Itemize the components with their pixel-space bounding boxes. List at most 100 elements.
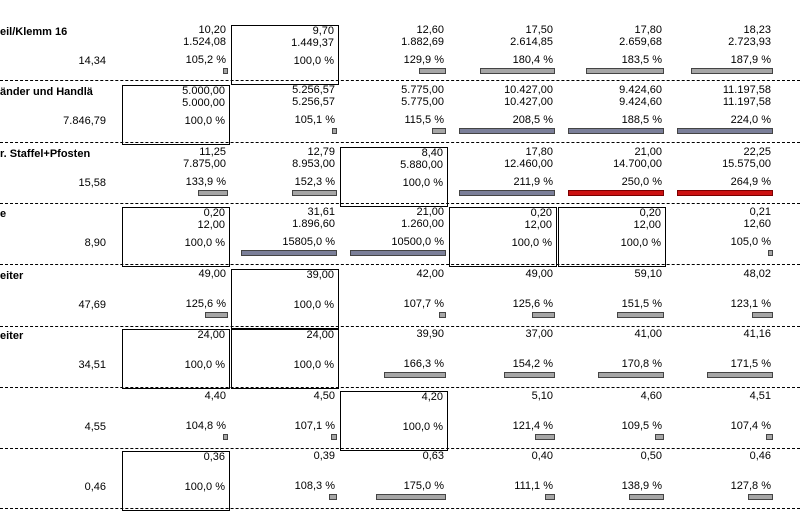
price-cell[interactable]: 21,00 1.260,00 10500,0 % (340, 206, 448, 267)
price-cell[interactable]: 18,23 2.723,93 187,9 % (667, 24, 775, 85)
price-cell[interactable]: 5.775,00 5.775,00 115,5 % (340, 84, 448, 145)
percent-value: 170,8 % (621, 358, 662, 370)
percent-value: 107,7 % (403, 298, 444, 310)
row-title: eil/Klemm 16 (0, 26, 68, 38)
percent-bar (332, 128, 337, 134)
total-price: 1.260,00 (401, 218, 444, 230)
unit-price: 0,21 (749, 206, 771, 218)
percent-bar (752, 312, 773, 318)
price-cell[interactable]: 0,50 138,9 % (558, 450, 666, 511)
price-cell[interactable]: 4,50 107,1 % (231, 390, 339, 451)
unit-price: 42,00 (416, 268, 444, 280)
percent-bar (480, 68, 555, 74)
price-cell[interactable]: 49,00 125,6 % (122, 268, 230, 329)
price-cell[interactable]: 0,46 127,8 % (667, 450, 775, 511)
price-cell[interactable]: 41,00 170,8 % (558, 328, 666, 389)
percent-value: 211,9 % (513, 176, 553, 188)
price-cell[interactable]: 4,40 104,8 % (122, 390, 230, 451)
price-cell[interactable]: 12,79 8.953,00 152,3 % (231, 146, 339, 207)
percent-value: 264,9 % (730, 176, 771, 188)
best-price-cell[interactable]: 4,20 100,0 % (340, 391, 448, 451)
percent-value: 125,6 % (185, 298, 226, 310)
row-divider (0, 142, 800, 143)
percent-bar (350, 250, 446, 256)
percent-value: 100,0 % (293, 359, 334, 371)
row-divider (0, 387, 800, 388)
percent-value: 152,3 % (294, 176, 335, 188)
best-price-cell[interactable]: 0,20 12,00 100,0 % (558, 207, 666, 267)
price-cell[interactable]: 5.256,57 5.256,57 105,1 % (231, 84, 339, 145)
unit-price: 0,20 (203, 207, 225, 219)
price-cell[interactable]: 17,80 12.460,00 211,9 % (449, 146, 557, 207)
price-cell[interactable]: 4,60 109,5 % (558, 390, 666, 451)
percent-bar (459, 190, 555, 196)
price-cell[interactable]: 5,10 121,4 % (449, 390, 557, 451)
best-price-cell[interactable]: 0,20 12,00 100,0 % (449, 207, 557, 267)
price-cell[interactable]: 9.424,60 9.424,60 188,5 % (558, 84, 666, 145)
percent-bar (568, 128, 664, 134)
unit-price: 5.256,57 (292, 84, 335, 96)
unit-price: 17,50 (525, 24, 553, 36)
percent-value: 125,6 % (512, 298, 553, 310)
percent-value: 15805,0 % (282, 236, 335, 248)
unit-price: 4,50 (313, 390, 335, 402)
best-price-cell[interactable]: 8,40 5.880,00 100,0 % (340, 147, 448, 207)
price-cell[interactable]: 4,51 107,4 % (667, 390, 775, 451)
percent-value: 100,0 % (402, 177, 443, 189)
price-cell[interactable]: 37,00 154,2 % (449, 328, 557, 389)
price-cell[interactable]: 59,10 151,5 % (558, 268, 666, 329)
price-cell[interactable]: 21,00 14.700,00 250,0 % (558, 146, 666, 207)
price-cell[interactable]: 39,90 166,3 % (340, 328, 448, 389)
price-cell[interactable]: 0,39 108,3 % (231, 450, 339, 511)
price-cell[interactable]: 49,00 125,6 % (449, 268, 557, 329)
price-cell[interactable]: 41,16 171,5 % (667, 328, 775, 389)
percent-value: 100,0 % (184, 359, 225, 371)
total-price: 12,00 (524, 219, 552, 231)
percent-value: 151,5 % (621, 298, 662, 310)
price-cell[interactable]: 0,40 111,1 % (449, 450, 557, 511)
percent-value: 107,1 % (294, 420, 335, 432)
unit-price: 41,16 (743, 328, 771, 340)
price-cell[interactable]: 11.197,58 11.197,58 224,0 % (667, 84, 775, 145)
best-price-cell[interactable]: 39,00 100,0 % (231, 269, 339, 329)
percent-bar (691, 68, 773, 74)
unit-price: 49,00 (525, 268, 553, 280)
percent-bar (459, 128, 555, 134)
price-cell[interactable]: 17,50 2.614,85 180,4 % (449, 24, 557, 85)
price-cell[interactable]: 12,60 1.882,69 129,9 % (340, 24, 448, 85)
price-cell[interactable]: 22,25 15.575,00 264,9 % (667, 146, 775, 207)
best-price-cell[interactable]: 24,00 100,0 % (231, 329, 339, 389)
price-cell[interactable]: 48,02 123,1 % (667, 268, 775, 329)
best-price-cell[interactable]: 24,00 100,0 % (122, 329, 230, 389)
best-price-cell[interactable]: 9,70 1.449,37 100,0 % (231, 25, 339, 85)
best-price-cell[interactable]: 0,20 12,00 100,0 % (122, 207, 230, 267)
percent-value: 100,0 % (293, 55, 334, 67)
total-price: 5.256,57 (292, 96, 335, 108)
best-price-cell[interactable]: 0,36 100,0 % (122, 451, 230, 511)
percent-value: 166,3 % (403, 358, 444, 370)
total-price: 12,00 (633, 219, 661, 231)
price-cell[interactable]: 10,20 1.524,08 105,2 % (122, 24, 230, 85)
unit-price: 59,10 (634, 268, 662, 280)
percent-value: 100,0 % (184, 237, 225, 249)
row-reference-value: 47,69 (78, 299, 106, 311)
best-price-cell[interactable]: 5.000,00 5.000,00 100,0 % (122, 85, 230, 145)
unit-price: 10,20 (198, 24, 226, 36)
percent-bar (419, 68, 446, 74)
percent-bar (677, 128, 773, 134)
unit-price: 9,70 (312, 25, 334, 37)
unit-price: 10.427,00 (504, 84, 553, 96)
unit-price: 0,46 (749, 450, 771, 462)
price-cell[interactable]: 11,25 7.875,00 133,9 % (122, 146, 230, 207)
unit-price: 4,20 (421, 391, 443, 403)
price-cell[interactable]: 10.427,00 10.427,00 208,5 % (449, 84, 557, 145)
unit-price: 5.775,00 (401, 84, 444, 96)
price-cell[interactable]: 31,61 1.896,60 15805,0 % (231, 206, 339, 267)
price-cell[interactable]: 0,21 12,60 105,0 % (667, 206, 775, 267)
row-title: r. Staffel+Pfosten (0, 148, 91, 160)
price-cell[interactable]: 0,63 175,0 % (340, 450, 448, 511)
price-cell[interactable]: 17,80 2.659,68 183,5 % (558, 24, 666, 85)
unit-price: 11.197,58 (722, 84, 771, 96)
unit-price: 0,20 (530, 207, 552, 219)
price-cell[interactable]: 42,00 107,7 % (340, 268, 448, 329)
